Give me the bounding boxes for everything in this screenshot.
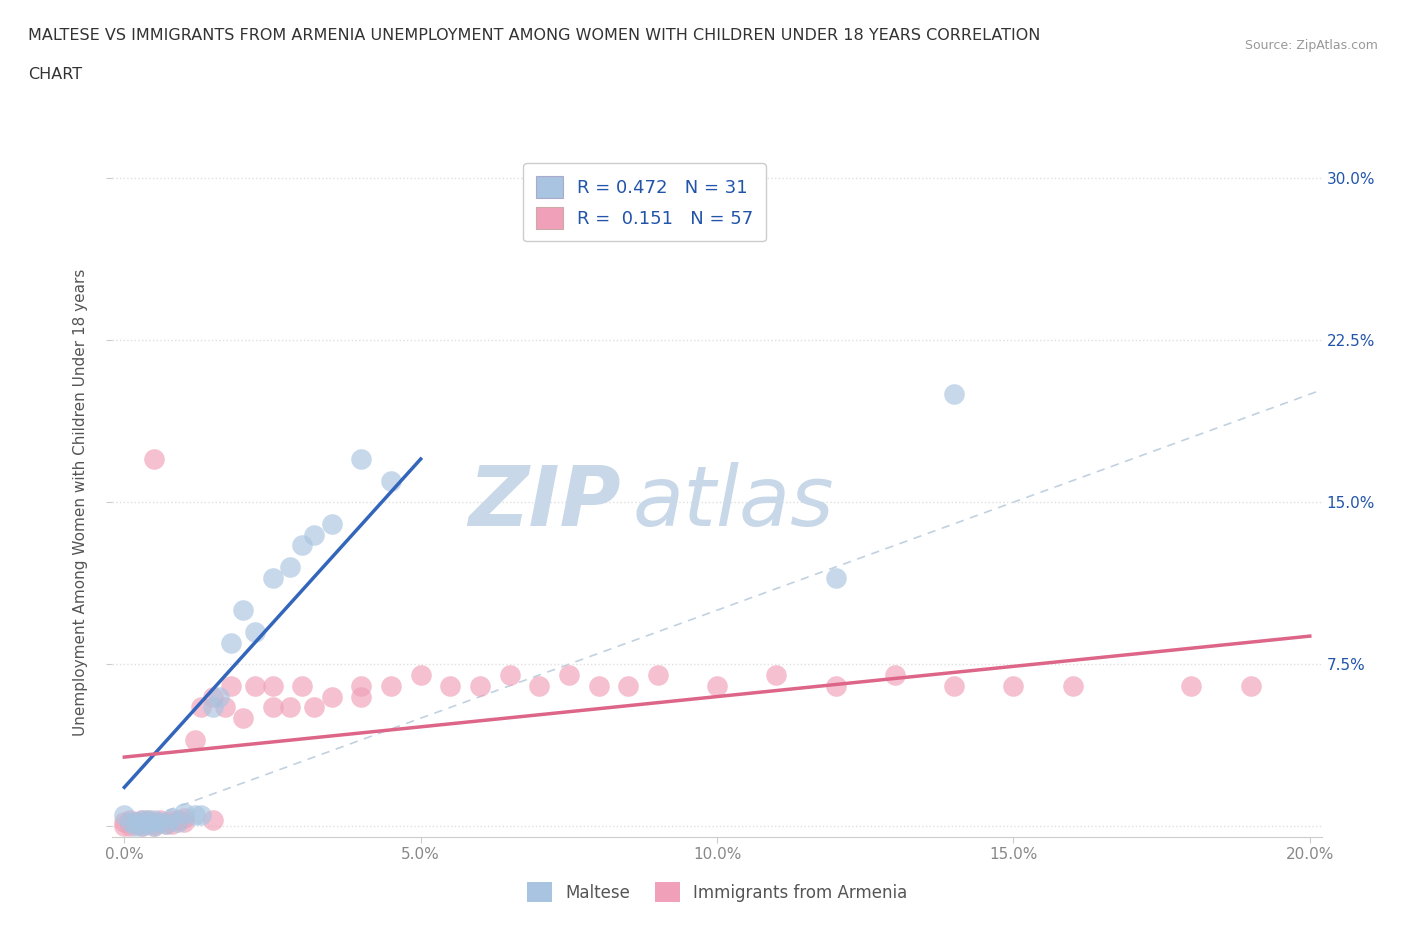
Point xyxy=(112,808,135,823)
Point xyxy=(302,700,325,715)
Point xyxy=(1062,678,1084,693)
Point xyxy=(136,817,159,831)
Point xyxy=(409,668,432,683)
Point xyxy=(120,812,142,827)
Point xyxy=(302,527,325,542)
Point xyxy=(219,678,242,693)
Point xyxy=(131,818,153,833)
Point xyxy=(883,668,905,683)
Point xyxy=(143,818,166,833)
Point xyxy=(136,812,159,827)
Point xyxy=(120,815,142,830)
Point xyxy=(468,678,491,693)
Point xyxy=(173,815,195,830)
Point xyxy=(202,700,225,715)
Text: CHART: CHART xyxy=(28,67,82,82)
Point xyxy=(160,817,183,831)
Point xyxy=(173,810,195,825)
Point xyxy=(131,812,153,827)
Point xyxy=(149,815,172,830)
Point xyxy=(498,668,520,683)
Point xyxy=(160,810,183,825)
Point xyxy=(125,817,148,831)
Point xyxy=(1180,678,1202,693)
Point xyxy=(439,678,461,693)
Legend: Maltese, Immigrants from Armenia: Maltese, Immigrants from Armenia xyxy=(520,875,914,909)
Point xyxy=(155,817,177,831)
Point xyxy=(125,818,148,833)
Point xyxy=(131,812,153,827)
Y-axis label: Unemployment Among Women with Children Under 18 years: Unemployment Among Women with Children U… xyxy=(73,269,89,736)
Point xyxy=(149,812,172,827)
Point xyxy=(155,817,177,831)
Point xyxy=(155,815,177,830)
Point xyxy=(943,387,966,402)
Point xyxy=(184,732,207,747)
Point xyxy=(120,818,142,833)
Point xyxy=(160,812,183,827)
Text: MALTESE VS IMMIGRANTS FROM ARMENIA UNEMPLOYMENT AMONG WOMEN WITH CHILDREN UNDER : MALTESE VS IMMIGRANTS FROM ARMENIA UNEMP… xyxy=(28,28,1040,43)
Point xyxy=(232,603,254,618)
Point xyxy=(214,700,236,715)
Point xyxy=(125,815,148,830)
Point xyxy=(112,818,135,833)
Point xyxy=(291,678,314,693)
Point xyxy=(824,570,846,585)
Point xyxy=(943,678,966,693)
Point xyxy=(243,678,266,693)
Point xyxy=(184,808,207,823)
Point xyxy=(350,689,373,704)
Point xyxy=(1002,678,1025,693)
Point xyxy=(350,452,373,467)
Point xyxy=(765,668,787,683)
Text: ZIP: ZIP xyxy=(468,461,620,543)
Point xyxy=(166,812,188,827)
Point xyxy=(219,635,242,650)
Point xyxy=(588,678,610,693)
Point xyxy=(321,689,343,704)
Point xyxy=(262,570,284,585)
Point xyxy=(824,678,846,693)
Point xyxy=(173,805,195,820)
Point xyxy=(529,678,551,693)
Point xyxy=(202,812,225,827)
Point xyxy=(112,815,135,830)
Point xyxy=(350,678,373,693)
Point xyxy=(278,560,301,575)
Point xyxy=(208,689,231,704)
Point xyxy=(232,711,254,725)
Text: atlas: atlas xyxy=(633,461,834,543)
Text: Source: ZipAtlas.com: Source: ZipAtlas.com xyxy=(1244,39,1378,52)
Point xyxy=(321,516,343,531)
Point xyxy=(1239,678,1261,693)
Point xyxy=(291,538,314,552)
Point xyxy=(380,473,402,488)
Point xyxy=(136,815,159,830)
Point xyxy=(143,812,166,827)
Point xyxy=(190,700,212,715)
Point xyxy=(617,678,640,693)
Point xyxy=(166,815,188,830)
Point xyxy=(131,818,153,833)
Point xyxy=(380,678,402,693)
Point xyxy=(136,812,159,827)
Point xyxy=(202,689,225,704)
Point xyxy=(190,808,212,823)
Point xyxy=(143,818,166,833)
Point xyxy=(706,678,728,693)
Point xyxy=(125,815,148,830)
Point xyxy=(143,452,166,467)
Point xyxy=(262,700,284,715)
Point xyxy=(262,678,284,693)
Point xyxy=(143,817,166,831)
Point xyxy=(647,668,669,683)
Point xyxy=(558,668,581,683)
Point xyxy=(243,624,266,639)
Point xyxy=(131,817,153,831)
Point xyxy=(278,700,301,715)
